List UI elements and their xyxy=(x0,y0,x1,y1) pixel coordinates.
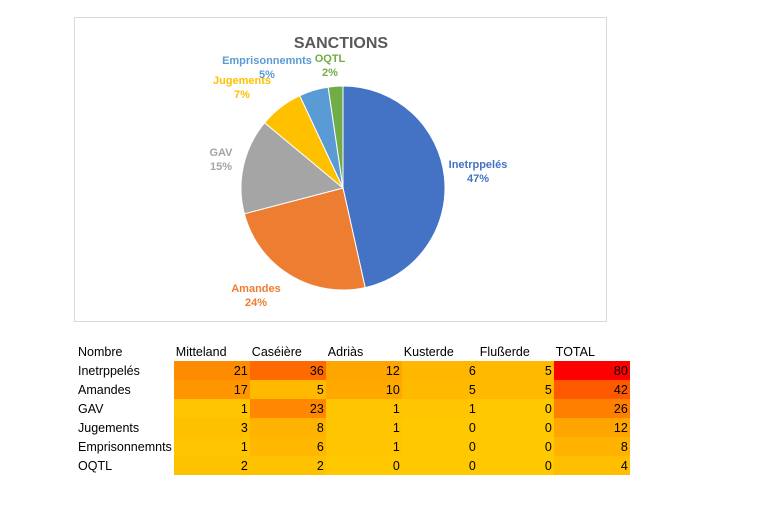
pie-slice-gav xyxy=(240,122,345,215)
table-header-row: Nombre Mitteland Caséière Adriàs Kusterd… xyxy=(76,342,630,361)
row-label: OQTL xyxy=(78,458,113,473)
table-cell: 1 xyxy=(325,418,402,437)
table-cell: 0 xyxy=(477,456,554,475)
header-cell: Kusterde xyxy=(403,344,454,359)
table-cell: 0 xyxy=(401,437,478,456)
table-cell: 8 xyxy=(553,437,630,456)
pie-slice-inetrppelés xyxy=(342,85,446,289)
chart-title: SANCTIONS xyxy=(294,35,389,52)
header-cell: Adriàs xyxy=(327,344,364,359)
row-label: GAV xyxy=(78,401,104,416)
table-row: OQTL 2 2 0 0 0 4 xyxy=(76,456,630,475)
table-cell: 4 xyxy=(553,456,630,475)
table-cell: 1 xyxy=(325,437,402,456)
table-cell: 8 xyxy=(249,418,326,437)
table-cell: 80 xyxy=(553,361,630,380)
slice-label-percent: 7% xyxy=(234,89,250,101)
slice-label-percent: 5% xyxy=(259,69,275,81)
table-row: Amandes 17 5 10 5 5 42 xyxy=(76,380,630,399)
header-cell: Mitteland xyxy=(175,344,227,359)
table-cell: 0 xyxy=(477,399,554,418)
table-cell: 12 xyxy=(325,361,402,380)
table-cell: 0 xyxy=(477,437,554,456)
table-cell: 0 xyxy=(477,418,554,437)
row-label: Jugements xyxy=(78,420,140,435)
pie-slice-oqtl xyxy=(327,85,344,189)
slice-label-name: GAV xyxy=(209,147,233,159)
header-cell: Flußerde xyxy=(479,344,530,359)
pie-slice-amandes xyxy=(243,187,366,291)
table-cell: 10 xyxy=(325,380,402,399)
table-cell: 23 xyxy=(249,399,326,418)
table-cell: 5 xyxy=(477,361,554,380)
table-cell: 17 xyxy=(173,380,250,399)
slice-label-percent: 24% xyxy=(245,297,267,309)
table-cell: 12 xyxy=(553,418,630,437)
slice-label-percent: 15% xyxy=(210,161,232,173)
row-label: Emprisonnemnts xyxy=(78,439,172,454)
table-row: Inetrppelés 21 36 12 6 5 80 xyxy=(76,361,630,380)
slice-label-percent: 2% xyxy=(322,67,338,79)
header-cell: Caséière xyxy=(251,344,302,359)
table-cell: 6 xyxy=(249,437,326,456)
table-cell: 2 xyxy=(173,456,250,475)
table-cell: 1 xyxy=(401,399,478,418)
slice-label-percent: 47% xyxy=(467,173,489,185)
table-row: Jugements 3 8 1 0 0 12 xyxy=(76,418,630,437)
pie-chart-panel: SANCTIONS Inetrppelés 47% Amandes 24% GAV 15%… xyxy=(74,17,607,322)
table-cell: 36 xyxy=(249,361,326,380)
table-row: GAV 1 23 1 1 0 26 xyxy=(76,399,630,418)
header-cell: Nombre xyxy=(78,344,123,359)
table-cell: 5 xyxy=(249,380,326,399)
pie-chart: SANCTIONS Inetrppelés 47% Amandes 24% GAV 15%… xyxy=(209,35,508,309)
table-cell: 1 xyxy=(173,399,250,418)
table-cell: 1 xyxy=(325,399,402,418)
slice-label-name: Jugements xyxy=(213,75,271,87)
table-cell: 5 xyxy=(477,380,554,399)
table-cell: 0 xyxy=(325,456,402,475)
slice-label-name: Inetrppelés xyxy=(449,159,508,171)
header-cell: TOTAL xyxy=(555,344,595,359)
table-cell: 42 xyxy=(553,380,630,399)
table-cell: 26 xyxy=(553,399,630,418)
slice-label-name: OQTL xyxy=(315,53,346,65)
table-row: Emprisonnemnts 1 6 1 0 0 8 xyxy=(76,437,630,456)
sanctions-table: Nombre Mitteland Caséière Adriàs Kusterd… xyxy=(76,342,630,475)
slice-label-name: Amandes xyxy=(231,283,281,295)
row-label: Inetrppelés xyxy=(78,363,140,378)
table-cell: 2 xyxy=(249,456,326,475)
table-cell: 3 xyxy=(173,418,250,437)
table-cell: 21 xyxy=(173,361,250,380)
table-cell: 1 xyxy=(173,437,250,456)
slice-label-name: Emprisonnemnts xyxy=(222,55,312,67)
row-label: Amandes xyxy=(78,382,131,397)
table-cell: 6 xyxy=(401,361,478,380)
table-cell: 0 xyxy=(401,456,478,475)
table-cell: 0 xyxy=(401,418,478,437)
table-cell: 5 xyxy=(401,380,478,399)
